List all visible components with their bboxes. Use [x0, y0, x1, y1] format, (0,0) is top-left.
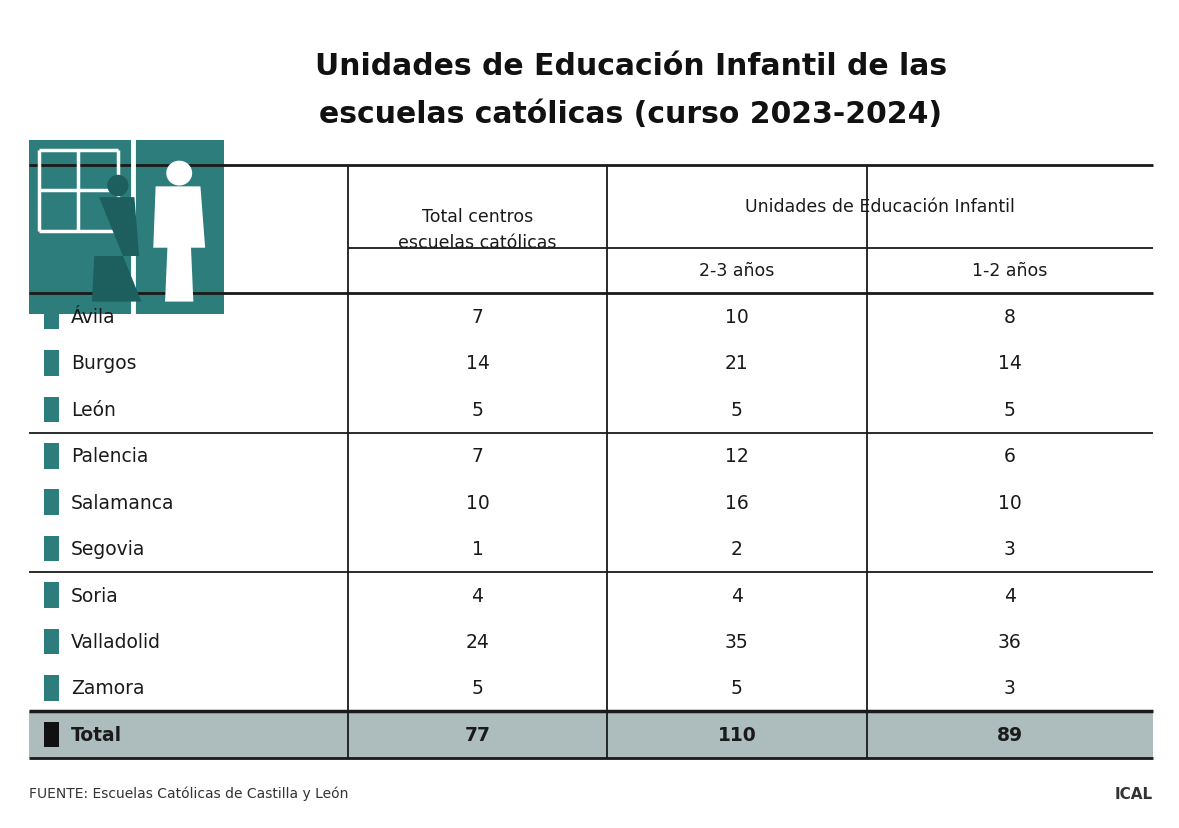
- Text: Unidades de Educación Infantil de las: Unidades de Educación Infantil de las: [315, 52, 947, 80]
- Text: 4: 4: [472, 586, 483, 604]
- Text: 14: 14: [466, 354, 489, 373]
- Text: Total: Total: [71, 725, 121, 744]
- Text: 3: 3: [1003, 540, 1016, 558]
- Polygon shape: [92, 198, 141, 302]
- Text: 5: 5: [472, 401, 483, 419]
- Bar: [44, 397, 59, 422]
- Text: 24: 24: [466, 633, 489, 651]
- Bar: [44, 490, 59, 515]
- Bar: [44, 583, 59, 608]
- Text: 14: 14: [997, 354, 1022, 373]
- Ellipse shape: [107, 176, 129, 197]
- Text: 4: 4: [1003, 586, 1016, 604]
- Bar: [44, 676, 59, 700]
- Text: 1: 1: [472, 540, 483, 558]
- Text: Soria: Soria: [71, 586, 119, 604]
- Text: 5: 5: [1003, 401, 1016, 419]
- Text: Unidades de Educación Infantil: Unidades de Educación Infantil: [745, 198, 1015, 216]
- Text: Palencia: Palencia: [71, 447, 149, 465]
- Text: 5: 5: [472, 679, 483, 697]
- Text: ICAL: ICAL: [1115, 786, 1153, 801]
- Text: 5: 5: [731, 401, 743, 419]
- Text: 77: 77: [465, 725, 490, 744]
- Bar: [29, 141, 224, 315]
- Text: Valladolid: Valladolid: [71, 633, 160, 651]
- Text: León: León: [71, 401, 116, 419]
- Bar: [44, 444, 59, 469]
- Text: 2-3 años: 2-3 años: [699, 262, 775, 280]
- Bar: [29, 711, 1153, 758]
- Text: 8: 8: [1003, 308, 1016, 326]
- Text: Burgos: Burgos: [71, 354, 137, 373]
- Text: 7: 7: [472, 447, 483, 465]
- Text: escuelas católicas (curso 2023-2024): escuelas católicas (curso 2023-2024): [320, 100, 942, 128]
- Text: 3: 3: [1003, 679, 1016, 697]
- Text: 10: 10: [725, 308, 749, 326]
- Text: Zamora: Zamora: [71, 679, 144, 697]
- Text: 7: 7: [472, 308, 483, 326]
- Text: Salamanca: Salamanca: [71, 493, 174, 512]
- Bar: [44, 305, 59, 330]
- Text: 1-2 años: 1-2 años: [973, 262, 1047, 280]
- Bar: [44, 537, 59, 561]
- Text: 2: 2: [731, 540, 743, 558]
- Text: Segovia: Segovia: [71, 540, 145, 558]
- Text: 10: 10: [997, 493, 1022, 512]
- Bar: [44, 722, 59, 747]
- Text: 16: 16: [725, 493, 749, 512]
- Ellipse shape: [166, 161, 192, 186]
- Text: 21: 21: [725, 354, 749, 373]
- Text: 12: 12: [725, 447, 749, 465]
- Polygon shape: [153, 187, 205, 302]
- Text: 6: 6: [1003, 447, 1016, 465]
- Bar: [44, 629, 59, 654]
- Bar: [44, 351, 59, 376]
- Text: 89: 89: [996, 725, 1023, 744]
- Text: 110: 110: [718, 725, 756, 744]
- Text: Total centros
escuelas católicas: Total centros escuelas católicas: [399, 208, 556, 252]
- Text: 36: 36: [997, 633, 1022, 651]
- Text: Ávila: Ávila: [71, 308, 116, 326]
- Text: FUENTE: Escuelas Católicas de Castilla y León: FUENTE: Escuelas Católicas de Castilla y…: [29, 786, 349, 801]
- Text: 35: 35: [725, 633, 749, 651]
- Text: 4: 4: [731, 586, 743, 604]
- Text: 5: 5: [731, 679, 743, 697]
- Text: 10: 10: [466, 493, 489, 512]
